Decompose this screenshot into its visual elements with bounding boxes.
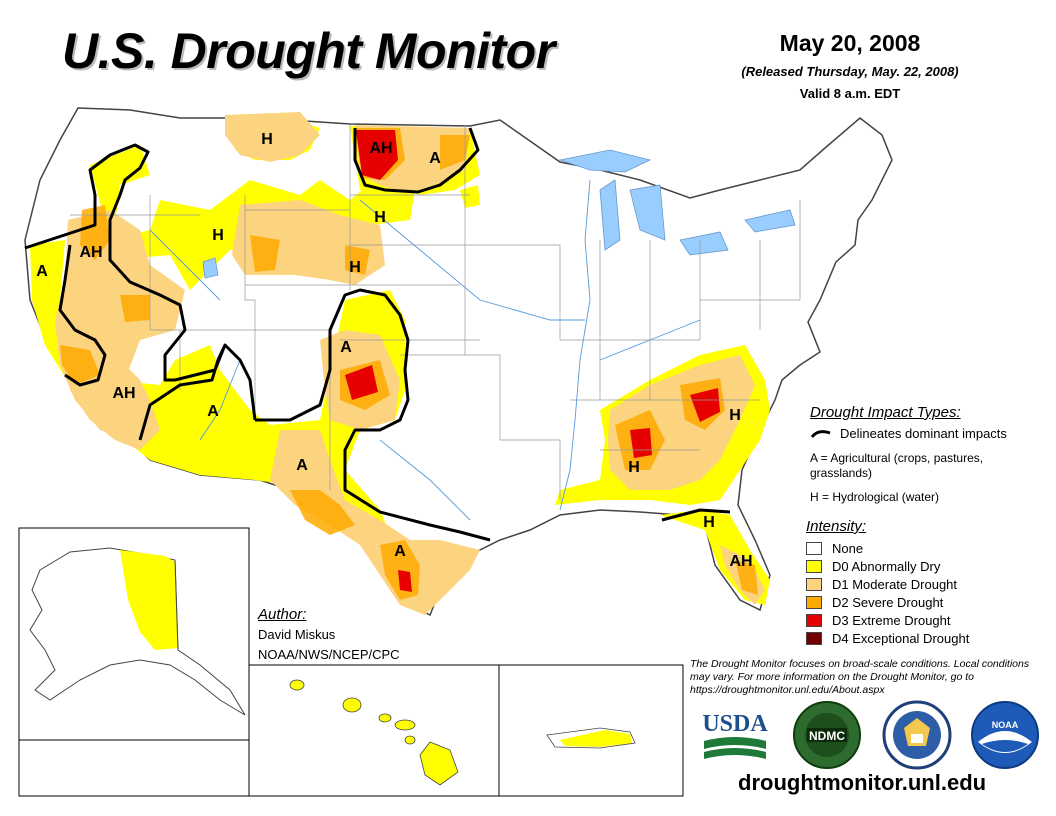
- label-13: H: [729, 407, 741, 424]
- puerto-rico-d0: [560, 730, 632, 747]
- impact-line-legend: Delineates dominant impacts: [810, 426, 1007, 441]
- label-14: H: [628, 459, 640, 476]
- intensity-row-d0: D0 Abnormally Dry: [806, 557, 969, 575]
- label-10: A: [207, 403, 219, 420]
- d3-regions: [345, 130, 720, 592]
- label-5: H: [212, 227, 224, 244]
- swatch-none: [806, 541, 822, 555]
- intensity-label: D3 Extreme Drought: [832, 612, 951, 628]
- swatch-d4: [806, 631, 822, 645]
- usda-logo-text: USDA: [702, 711, 768, 737]
- label-1: AH: [369, 140, 392, 157]
- swatch-d3: [806, 613, 822, 627]
- ndmc-logo: NDMC: [793, 701, 861, 769]
- intensity-row-none: None: [806, 539, 969, 557]
- noaa-logo-text: NOAA: [992, 720, 1019, 730]
- intensity-label: D2 Severe Drought: [832, 594, 944, 610]
- impact-line-label: Delineates dominant impacts: [840, 426, 1007, 441]
- usda-logo: USDA: [702, 711, 768, 759]
- author-title: Author:: [258, 606, 307, 623]
- valid-time: Valid 8 a.m. EDT: [799, 86, 901, 101]
- state-lines: [70, 125, 801, 500]
- intensity-label: D1 Moderate Drought: [832, 576, 958, 592]
- website-url[interactable]: droughtmonitor.unl.edu: [738, 770, 987, 795]
- author-name: David Miskus: [258, 627, 336, 642]
- impact-types-title: Drought Impact Types:: [810, 404, 961, 421]
- swatch-d2: [806, 595, 822, 609]
- swatch-d1: [806, 577, 822, 591]
- label-7: A: [36, 263, 48, 280]
- impact-line-icon: [810, 429, 831, 438]
- hawaii-islands: [289, 679, 459, 786]
- alaska-d0: [120, 550, 178, 650]
- label-6: H: [349, 259, 361, 276]
- label-4: AH: [79, 244, 102, 261]
- label-12: A: [394, 543, 406, 560]
- intensity-title: Intensity:: [806, 518, 867, 535]
- label-9: AH: [112, 385, 135, 402]
- intensity-label: None: [832, 540, 864, 556]
- intensity-row-d1: D1 Moderate Drought: [806, 575, 969, 593]
- label-16: AH: [729, 553, 752, 570]
- ndmc-logo-text: NDMC: [809, 729, 845, 743]
- map-title: U.S. Drought Monitor: [62, 23, 555, 79]
- label-3: H: [374, 209, 386, 226]
- intensity-row-d4: D4 Exceptional Drought: [806, 629, 969, 647]
- rivers: [149, 179, 701, 521]
- intensity-row-d2: D2 Severe Drought: [806, 593, 969, 611]
- label-15: H: [703, 514, 715, 531]
- swatch-d0: [806, 559, 822, 573]
- impact-agricultural: A = Agricultural (crops, pastures, grass…: [810, 451, 984, 480]
- impact-letters: H AH A H AH H H A A AH A A A H H H AH: [36, 131, 752, 570]
- label-2: A: [429, 150, 441, 167]
- commerce-seal-logo: [882, 700, 952, 770]
- intensity-row-d3: D3 Extreme Drought: [806, 611, 969, 629]
- noaa-logo: NOAA: [971, 701, 1039, 769]
- label-8: A: [340, 339, 352, 356]
- impact-hydrological: H = Hydrological (water): [810, 490, 940, 504]
- hawaii-inset: [248, 664, 500, 797]
- author-org: NOAA/NWS/NCEP/CPC: [258, 647, 400, 662]
- intensity-label: D4 Exceptional Drought: [832, 630, 970, 646]
- intensity-legend: None D0 Abnormally Dry D1 Moderate Droug…: [806, 539, 969, 647]
- disclaimer-note: The Drought Monitor focuses on broad-sca…: [690, 658, 1030, 696]
- map-date: May 20, 2008: [779, 30, 921, 56]
- impact-boundaries: [24, 127, 731, 542]
- intensity-label: D0 Abnormally Dry: [832, 558, 941, 574]
- released-date: (Released Thursday, May. 22, 2008): [741, 64, 959, 79]
- lakes: [202, 149, 796, 279]
- label-11: A: [296, 457, 308, 474]
- label-0: H: [261, 131, 273, 148]
